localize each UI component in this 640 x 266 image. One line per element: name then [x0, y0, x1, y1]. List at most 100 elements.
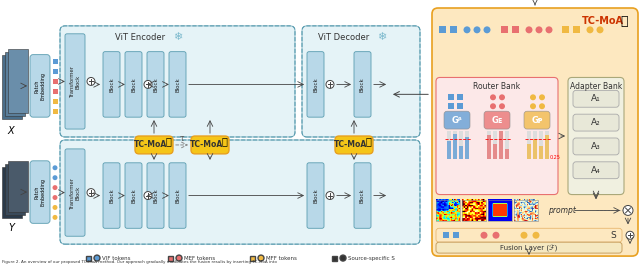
- Text: Block: Block: [313, 77, 318, 92]
- Text: Figure 2. An overview of our proposed TC-MoA method. Our approach gradually modu: Figure 2. An overview of our proposed TC…: [2, 260, 277, 264]
- Text: Block: Block: [153, 77, 158, 92]
- Bar: [332, 256, 337, 260]
- Text: 🔥: 🔥: [620, 15, 628, 28]
- Bar: [488, 200, 512, 221]
- Bar: [459, 146, 463, 159]
- FancyBboxPatch shape: [436, 242, 622, 253]
- Circle shape: [525, 26, 532, 33]
- FancyBboxPatch shape: [307, 52, 324, 117]
- Text: prompt: prompt: [548, 206, 576, 215]
- Bar: [448, 94, 454, 100]
- Bar: [453, 232, 459, 238]
- Circle shape: [490, 103, 496, 109]
- Bar: [573, 26, 579, 33]
- Text: 0.25: 0.25: [550, 155, 561, 160]
- Circle shape: [176, 255, 182, 261]
- Bar: [86, 256, 90, 260]
- FancyBboxPatch shape: [60, 140, 420, 244]
- Bar: [511, 26, 518, 33]
- Bar: [527, 144, 531, 159]
- Circle shape: [499, 103, 505, 109]
- Bar: [539, 146, 543, 159]
- Bar: [443, 232, 449, 238]
- Text: Source-specific S: Source-specific S: [348, 256, 395, 261]
- Circle shape: [596, 26, 604, 33]
- Text: MFF tokens: MFF tokens: [266, 256, 297, 261]
- Circle shape: [623, 205, 633, 215]
- Text: Gᴇ: Gᴇ: [492, 116, 503, 125]
- Text: ❄: ❄: [173, 32, 182, 42]
- Bar: [447, 131, 451, 159]
- Circle shape: [52, 165, 58, 170]
- Text: Patch
Embedding: Patch Embedding: [35, 72, 45, 100]
- Text: Block: Block: [313, 188, 318, 203]
- Text: 🔥: 🔥: [365, 136, 371, 146]
- FancyBboxPatch shape: [169, 52, 186, 117]
- Bar: [457, 103, 463, 109]
- FancyBboxPatch shape: [65, 149, 85, 236]
- Text: VIF tokens: VIF tokens: [102, 256, 131, 261]
- Bar: [462, 200, 486, 221]
- Bar: [493, 144, 497, 159]
- FancyBboxPatch shape: [169, 163, 186, 228]
- Bar: [487, 131, 491, 159]
- FancyBboxPatch shape: [432, 8, 638, 256]
- Circle shape: [94, 255, 100, 261]
- FancyBboxPatch shape: [436, 77, 558, 194]
- Bar: [448, 103, 454, 109]
- FancyBboxPatch shape: [302, 26, 420, 137]
- Text: Transformer
Block: Transformer Block: [70, 177, 81, 209]
- Bar: [465, 137, 469, 159]
- FancyBboxPatch shape: [147, 163, 164, 228]
- FancyBboxPatch shape: [573, 162, 619, 179]
- Circle shape: [144, 192, 152, 200]
- Circle shape: [520, 232, 527, 239]
- Text: Block: Block: [109, 188, 114, 203]
- FancyBboxPatch shape: [444, 111, 470, 129]
- Text: Block: Block: [360, 77, 365, 92]
- Text: TC-MoA: TC-MoA: [582, 16, 624, 26]
- FancyBboxPatch shape: [573, 138, 619, 155]
- Circle shape: [539, 94, 545, 100]
- Circle shape: [52, 175, 58, 180]
- FancyBboxPatch shape: [354, 52, 371, 117]
- FancyBboxPatch shape: [524, 111, 550, 129]
- Text: MEF tokens: MEF tokens: [184, 256, 215, 261]
- Bar: [533, 131, 537, 159]
- FancyBboxPatch shape: [335, 136, 373, 154]
- Text: Block: Block: [175, 77, 180, 92]
- Bar: [493, 131, 497, 159]
- Text: Y: Y: [8, 223, 14, 233]
- Text: Patch
Embedding: Patch Embedding: [35, 178, 45, 206]
- Circle shape: [626, 231, 634, 239]
- Circle shape: [340, 255, 346, 261]
- Text: A₃: A₃: [591, 142, 601, 151]
- Circle shape: [326, 80, 334, 88]
- Bar: [539, 131, 543, 159]
- Bar: [545, 131, 549, 159]
- Text: ❄: ❄: [378, 32, 387, 42]
- FancyBboxPatch shape: [103, 52, 120, 117]
- Circle shape: [586, 26, 593, 33]
- FancyBboxPatch shape: [354, 163, 371, 228]
- Text: Block: Block: [153, 188, 158, 203]
- Bar: [545, 135, 549, 159]
- Text: TC-MoA: TC-MoA: [134, 140, 168, 149]
- Circle shape: [258, 255, 264, 261]
- Circle shape: [481, 232, 488, 239]
- FancyBboxPatch shape: [103, 163, 120, 228]
- Circle shape: [463, 26, 470, 33]
- Bar: [8, 49, 28, 113]
- Circle shape: [493, 232, 499, 239]
- Bar: [500, 26, 508, 33]
- Bar: [505, 131, 509, 159]
- Bar: [52, 89, 58, 94]
- Text: 🔥: 🔥: [221, 136, 227, 146]
- FancyBboxPatch shape: [65, 34, 85, 129]
- Bar: [459, 131, 463, 159]
- Bar: [52, 59, 58, 64]
- FancyBboxPatch shape: [135, 136, 173, 154]
- Text: A₄: A₄: [591, 166, 601, 175]
- Text: Block: Block: [109, 77, 114, 92]
- Text: 🔥: 🔥: [165, 136, 171, 146]
